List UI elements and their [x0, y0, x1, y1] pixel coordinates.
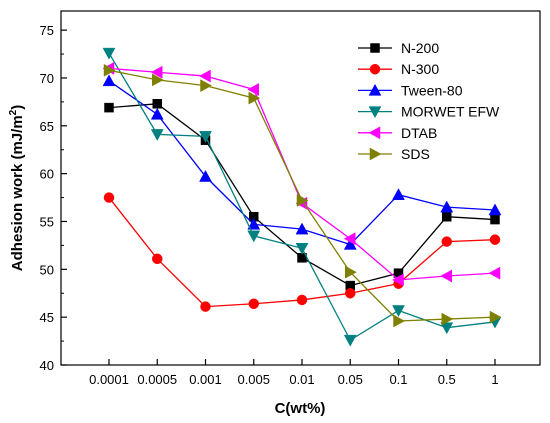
axis-ticks: 40 45 50 55 60 65 70 75 0.0001 0.0005 0.001 0.005 0.…: [40, 23, 499, 387]
y-axis-title-sup: 2: [8, 109, 19, 115]
data-point: [200, 79, 213, 93]
data-point: [152, 253, 163, 265]
data-point: [440, 269, 452, 283]
data-point: [199, 131, 212, 143]
legend-label: Tween-80: [401, 82, 463, 98]
legend-marker: [368, 106, 382, 119]
data-point: [345, 287, 356, 299]
legend-marker: [368, 83, 382, 96]
data-point: [295, 222, 309, 235]
data-point: [296, 294, 308, 306]
data-point: [152, 73, 164, 87]
data-point: [247, 83, 259, 96]
x-tick-label: 0.005: [237, 372, 270, 387]
data-point: [488, 203, 502, 216]
legend-item: SDS: [358, 146, 430, 162]
legend-label: DTAB: [401, 125, 437, 141]
series-n-200: [104, 99, 500, 291]
y-tick-label: 60: [40, 167, 54, 182]
data-point: [442, 211, 452, 222]
legend-item: Tween-80: [358, 82, 463, 98]
data-point: [440, 200, 454, 213]
data-point: [102, 47, 116, 60]
x-tick-label: 0.05: [338, 372, 363, 387]
legend-marker: [369, 63, 381, 75]
series-sds: [103, 63, 502, 328]
data-point: [391, 273, 404, 287]
data-point: [248, 91, 261, 105]
data-point: [103, 192, 115, 203]
series-layer: [102, 47, 502, 347]
y-tick-label: 65: [40, 119, 54, 134]
data-point: [393, 314, 406, 328]
y-axis-title-main: Adhesion work (mJ/m: [9, 115, 26, 271]
data-point: [103, 63, 116, 77]
data-point: [489, 234, 501, 245]
data-point: [489, 310, 502, 324]
legend-marker: [368, 126, 381, 140]
y-tick-label: 40: [40, 358, 54, 373]
y-axis-title-end: ): [9, 105, 26, 110]
legend-label: N-300: [401, 61, 439, 77]
legend-item: N-300: [358, 61, 439, 77]
legend-marker: [370, 43, 380, 53]
data-point: [295, 243, 309, 255]
data-point: [200, 301, 211, 312]
data-point: [296, 194, 309, 207]
x-tick-label: 0.0001: [89, 372, 129, 387]
data-point: [392, 188, 405, 200]
legend-item: MORWET EFW: [358, 104, 500, 120]
data-point: [104, 102, 114, 113]
legend: N-200 N-300 Tween-80 MORWET EFW DTAB SDS: [358, 40, 500, 162]
legend-label: N-200: [401, 40, 439, 56]
y-tick-label: 45: [40, 310, 54, 325]
data-point: [152, 99, 162, 109]
x-tick-label: 0.001: [189, 372, 222, 387]
x-tick-label: 0.1: [389, 372, 407, 387]
series-n-300: [103, 192, 501, 312]
data-point: [343, 334, 357, 347]
x-tick-label: 0.5: [438, 372, 456, 387]
data-point: [392, 305, 405, 317]
y-axis-title: Adhesion work (mJ/m2): [8, 105, 26, 271]
data-point: [440, 322, 454, 335]
data-point: [343, 237, 357, 250]
legend-marker: [369, 147, 382, 161]
data-point: [102, 74, 116, 87]
y-tick-label: 70: [40, 71, 54, 86]
data-point: [248, 298, 259, 310]
data-point: [150, 129, 164, 141]
legend-label: MORWET EFW: [401, 104, 500, 120]
data-point: [150, 107, 164, 120]
legend-item: DTAB: [358, 125, 437, 141]
data-point: [343, 232, 356, 246]
x-tick-label: 0.0005: [137, 372, 177, 387]
data-point: [345, 265, 357, 279]
y-tick-label: 55: [40, 214, 54, 229]
data-point: [199, 169, 212, 182]
data-point: [490, 214, 500, 225]
data-point: [441, 312, 454, 326]
data-point: [150, 65, 163, 79]
data-point: [198, 69, 211, 83]
y-tick-label: 50: [40, 262, 54, 277]
data-point: [488, 266, 501, 280]
x-tick-label: 1: [491, 372, 498, 387]
data-point: [247, 230, 261, 243]
legend-item: N-200: [358, 40, 439, 56]
legend-label: SDS: [401, 146, 430, 162]
data-point: [441, 236, 452, 247]
x-tick-label: 0.01: [289, 372, 314, 387]
data-point: [247, 217, 261, 230]
y-tick-label: 75: [40, 23, 54, 38]
plot-frame: [60, 10, 541, 366]
x-axis-title: C(wt%): [275, 400, 326, 417]
